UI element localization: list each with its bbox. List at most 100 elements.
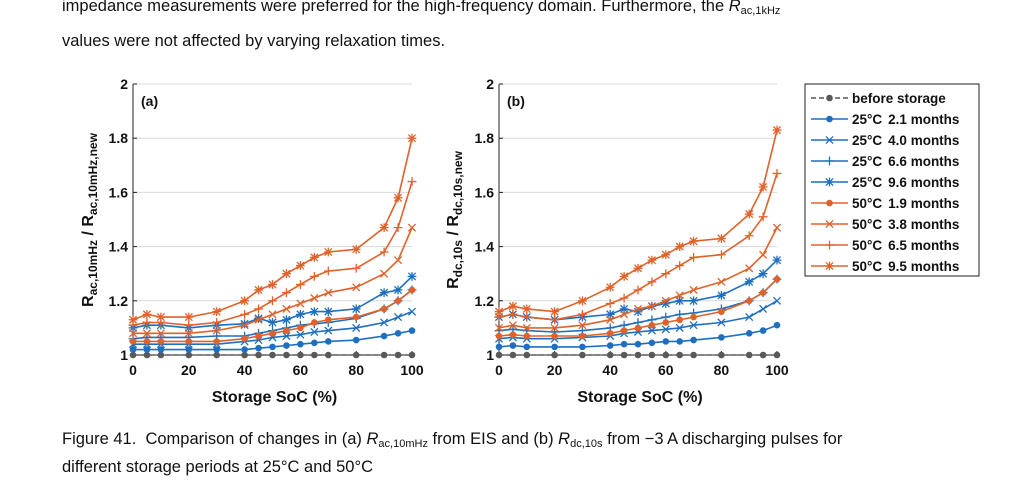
data-point: [551, 343, 558, 351]
data-point: [157, 351, 165, 359]
legend-entry: 25°C 4.0 months: [811, 133, 959, 148]
data-point: [509, 342, 517, 349]
data-point: [495, 343, 503, 351]
caption-line-2: different storage periods at 25°C and 50…: [62, 458, 374, 476]
data-point: [634, 324, 642, 332]
data-point: [661, 325, 670, 334]
legend-label: 50°C 9.5 months: [852, 259, 959, 274]
data-point: [508, 321, 517, 330]
data-point: [620, 327, 628, 334]
legend-label: before storage: [852, 91, 946, 106]
data-point: [380, 305, 388, 313]
data-point: [380, 318, 389, 327]
data-point: [351, 244, 361, 254]
series-50-c-6-5-months: [128, 177, 417, 330]
caption-var-2: R: [558, 430, 571, 448]
data-point: [393, 223, 403, 233]
data-point: [579, 351, 586, 359]
data-point: [309, 272, 319, 281]
data-point: [283, 327, 290, 334]
data-point: [759, 250, 768, 259]
data-point: [393, 193, 403, 203]
data-point: [323, 247, 333, 257]
data-point: [745, 297, 753, 305]
data-point: [634, 351, 642, 359]
legend-entry: 50°C 6.5 months: [811, 238, 959, 253]
y-tick-label: 1.8: [109, 130, 129, 146]
data-point: [509, 331, 517, 338]
legend-label: 50°C 6.5 months: [852, 238, 959, 253]
data-point: [494, 323, 504, 332]
series-line: [498, 300, 778, 340]
data-point: [579, 332, 586, 340]
r-subscript: ac,1kHz: [740, 5, 781, 17]
data-point: [129, 338, 137, 345]
series-line: [132, 181, 413, 327]
caption-label: Figure 41.: [62, 430, 137, 448]
data-point: [352, 283, 361, 292]
data-point: [633, 307, 643, 317]
data-point: [296, 299, 305, 308]
data-point: [129, 351, 137, 359]
data-point: [213, 346, 220, 353]
data-point: [282, 304, 291, 313]
data-point: [241, 335, 248, 343]
series-line: [132, 138, 413, 321]
data-point: [718, 351, 725, 359]
data-point: [128, 329, 138, 338]
data-point: [619, 293, 629, 303]
r-variable: R: [728, 0, 741, 15]
data-point: [309, 307, 319, 317]
data-point: [407, 177, 417, 186]
x-tick-label: 60: [658, 362, 674, 378]
data-point: [772, 169, 782, 178]
data-point: [675, 261, 685, 270]
data-point: [661, 250, 671, 260]
series-50-c-3-8-months: [494, 223, 782, 332]
data-point: [662, 338, 670, 345]
data-point: [606, 315, 615, 324]
data-point: [676, 316, 684, 324]
data-point: [661, 296, 670, 305]
data-point: [689, 253, 698, 262]
data-point: [633, 304, 643, 313]
data-point: [745, 330, 753, 337]
data-point: [297, 351, 304, 359]
data-point: [324, 288, 333, 297]
data-point: [407, 272, 417, 281]
series-50-c-6-5-months: [494, 169, 782, 325]
series-line: [498, 129, 778, 313]
data-point: [213, 351, 220, 359]
data-point: [143, 351, 151, 359]
x-tick-label: 60: [293, 362, 309, 378]
data-point: [255, 351, 262, 359]
y-tick-label: 1: [120, 347, 128, 363]
data-point: [408, 286, 416, 294]
data-point: [282, 269, 291, 279]
data-point: [311, 339, 318, 347]
body-text: impedance measurements were preferred fo…: [62, 0, 1002, 56]
caption-text-1: Comparison of changes in (a): [145, 430, 367, 448]
legend-box: [804, 83, 980, 277]
data-point: [407, 307, 417, 316]
data-point: [758, 212, 768, 222]
data-point: [407, 133, 417, 143]
data-point: [619, 272, 629, 281]
data-point: [268, 280, 277, 289]
series-before-storage: [129, 351, 416, 359]
data-point: [773, 275, 781, 283]
data-point: [128, 315, 138, 325]
data-point: [717, 290, 726, 300]
body-text-line-1-text: impedance measurements were preferred fo…: [62, 0, 729, 15]
data-point: [283, 351, 290, 359]
data-point: [551, 332, 558, 340]
data-point: [675, 242, 685, 251]
x-tick-label: 0: [129, 362, 137, 378]
data-point: [254, 314, 263, 323]
data-point: [311, 319, 318, 326]
data-point: [407, 223, 417, 232]
data-point: [523, 332, 531, 340]
series-before-storage: [495, 351, 781, 359]
